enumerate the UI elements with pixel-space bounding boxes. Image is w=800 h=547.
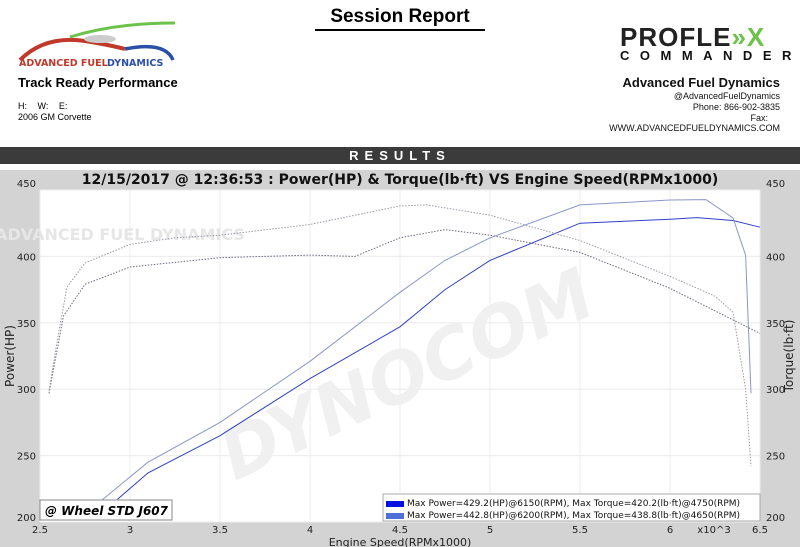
x-tick-label: 2.5 <box>32 525 48 536</box>
company-name: Advanced Fuel Dynamics <box>622 75 781 90</box>
legend-swatch-run1 <box>386 501 404 507</box>
x-multiplier-label: x10^3 <box>697 525 730 536</box>
company-phone: Phone: 866-902-3835 <box>692 102 780 112</box>
x-tick-label: 6 <box>667 525 673 536</box>
y-tick-label-right: 350 <box>766 319 785 330</box>
legend-entry-run2: Max Power=442.8(HP)@6200(RPM), Max Torqu… <box>407 511 740 521</box>
svg-text:ADVANCED FUEL: ADVANCED FUEL <box>19 58 108 69</box>
x-tick-label: 6.5 <box>752 525 768 536</box>
proflex-logo: PROFLE»X <box>620 22 765 53</box>
y-tick-label-right: 250 <box>766 452 785 463</box>
y-tick-label-right: 450 <box>766 179 785 190</box>
series-run2-power <box>99 199 752 503</box>
correction-label: @ Wheel STD J607 <box>45 504 169 518</box>
logo-text: PROFLE <box>620 22 732 52</box>
x-axis-label: Engine Speed(RPMx1000) <box>329 536 472 547</box>
y-tick-label-left: 350 <box>17 319 36 330</box>
company-fax: Fax: <box>750 113 768 123</box>
y-tick-label-left: 200 <box>17 513 36 524</box>
svg-text:DYNAMICS: DYNAMICS <box>107 58 164 69</box>
chart-title: 12/15/2017 @ 12:36:53 : Power(HP) & Torq… <box>81 172 719 188</box>
y-axis-label-left: Power(HP) <box>3 325 17 387</box>
legend-entry-run1: Max Power=429.2(HP)@6150(RPM), Max Torqu… <box>407 499 740 509</box>
y-axis-label-right: Torque(lb·ft) <box>782 320 796 394</box>
series-lines <box>48 199 761 503</box>
legend <box>382 493 761 522</box>
x-tick-label: 5 <box>487 525 493 536</box>
results-bar: RESULTS <box>0 147 800 164</box>
series-run2-torque <box>48 204 752 467</box>
y-tick-label-left: 250 <box>17 452 36 463</box>
x-tick-label: 4 <box>307 525 313 536</box>
y-tick-label-left: 450 <box>17 179 36 190</box>
x-tick-label: 3.5 <box>212 525 228 536</box>
shop-tagline: Track Ready Performance <box>18 75 178 90</box>
grid <box>39 189 761 523</box>
legend-swatch-run2 <box>386 513 404 519</box>
y-tick-label-right: 300 <box>766 385 785 396</box>
company-social: @AdvancedFuelDynamics <box>673 91 780 101</box>
company-website[interactable]: WWW.ADVANCEDFUELDYNAMICS.COM <box>609 123 780 133</box>
x-tick-label: 3 <box>127 525 133 536</box>
y-tick-label-left: 300 <box>17 385 36 396</box>
advanced-fuel-dynamics-logo: ADVANCED FUEL DYNAMICS <box>18 21 176 69</box>
vehicle-name: 2006 GM Corvette <box>18 112 92 122</box>
x-tick-label: 4.5 <box>392 525 408 536</box>
y-tick-label-left: 400 <box>17 252 36 263</box>
commander-logo-text: COMMANDER <box>620 48 800 63</box>
series-run1-power <box>117 217 761 500</box>
hwe-fields: H: W: E: <box>18 101 68 111</box>
series-run1-torque <box>48 229 761 394</box>
report-title: Session Report <box>315 6 485 31</box>
y-tick-label-right: 400 <box>766 252 785 263</box>
y-tick-label-right: 200 <box>766 513 785 524</box>
correction-box <box>39 499 173 521</box>
logo-accent: »X <box>731 22 766 52</box>
x-tick-label: 5.5 <box>572 525 588 536</box>
watermark-logo: ADVANCED FUEL DYNAMICS <box>0 225 245 244</box>
